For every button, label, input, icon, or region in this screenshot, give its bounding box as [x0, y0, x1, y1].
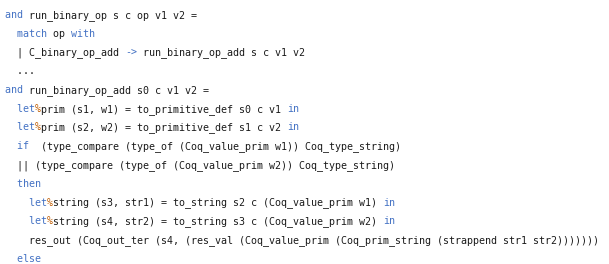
Text: match: match — [5, 29, 53, 39]
Text: %: % — [47, 197, 53, 208]
Text: let: let — [5, 122, 35, 133]
Text: in: in — [383, 197, 395, 208]
Text: (type_compare (type_of (Coq_value_prim w1)) Coq_type_string): (type_compare (type_of (Coq_value_prim w… — [29, 141, 401, 152]
Text: if: if — [5, 141, 29, 151]
Text: then: then — [5, 179, 41, 189]
Text: || (type_compare (type_of (Coq_value_prim w2)) Coq_type_string): || (type_compare (type_of (Coq_value_pri… — [5, 160, 395, 171]
Text: in: in — [287, 122, 299, 133]
Text: %: % — [35, 122, 41, 133]
Text: string (s3, str1) = to_string s2 c (Coq_value_prim w1): string (s3, str1) = to_string s2 c (Coq_… — [53, 197, 383, 208]
Text: let: let — [5, 104, 35, 114]
Text: let: let — [5, 216, 47, 226]
Text: in: in — [287, 104, 299, 114]
Text: prim (s1, w1) = to_primitive_def s0 c v1: prim (s1, w1) = to_primitive_def s0 c v1 — [41, 104, 287, 115]
Text: ...: ... — [5, 66, 35, 76]
Text: run_binary_op s c op v1 v2 =: run_binary_op s c op v1 v2 = — [29, 10, 197, 21]
Text: prim (s2, w2) = to_primitive_def s1 c v2: prim (s2, w2) = to_primitive_def s1 c v2 — [41, 122, 287, 133]
Text: with: with — [71, 29, 95, 39]
Text: %: % — [47, 216, 53, 226]
Text: in: in — [383, 216, 395, 226]
Text: and: and — [5, 10, 29, 20]
Text: string (s4, str2) = to_string s3 c (Coq_value_prim w2): string (s4, str2) = to_string s3 c (Coq_… — [53, 216, 383, 227]
Text: run_binary_op_add s c v1 v2: run_binary_op_add s c v1 v2 — [137, 48, 305, 58]
Text: res_out (Coq_out_ter (s4, (res_val (Coq_value_prim (Coq_prim_string (strappend s: res_out (Coq_out_ter (s4, (res_val (Coq_… — [5, 235, 599, 246]
Text: ->: -> — [125, 48, 137, 58]
Text: op: op — [53, 29, 71, 39]
Text: | C_binary_op_add: | C_binary_op_add — [5, 48, 125, 58]
Text: else: else — [5, 254, 41, 264]
Text: run_binary_op_add s0 c v1 v2 =: run_binary_op_add s0 c v1 v2 = — [29, 85, 209, 96]
Text: let: let — [5, 197, 47, 208]
Text: %: % — [35, 104, 41, 114]
Text: and: and — [5, 85, 29, 95]
